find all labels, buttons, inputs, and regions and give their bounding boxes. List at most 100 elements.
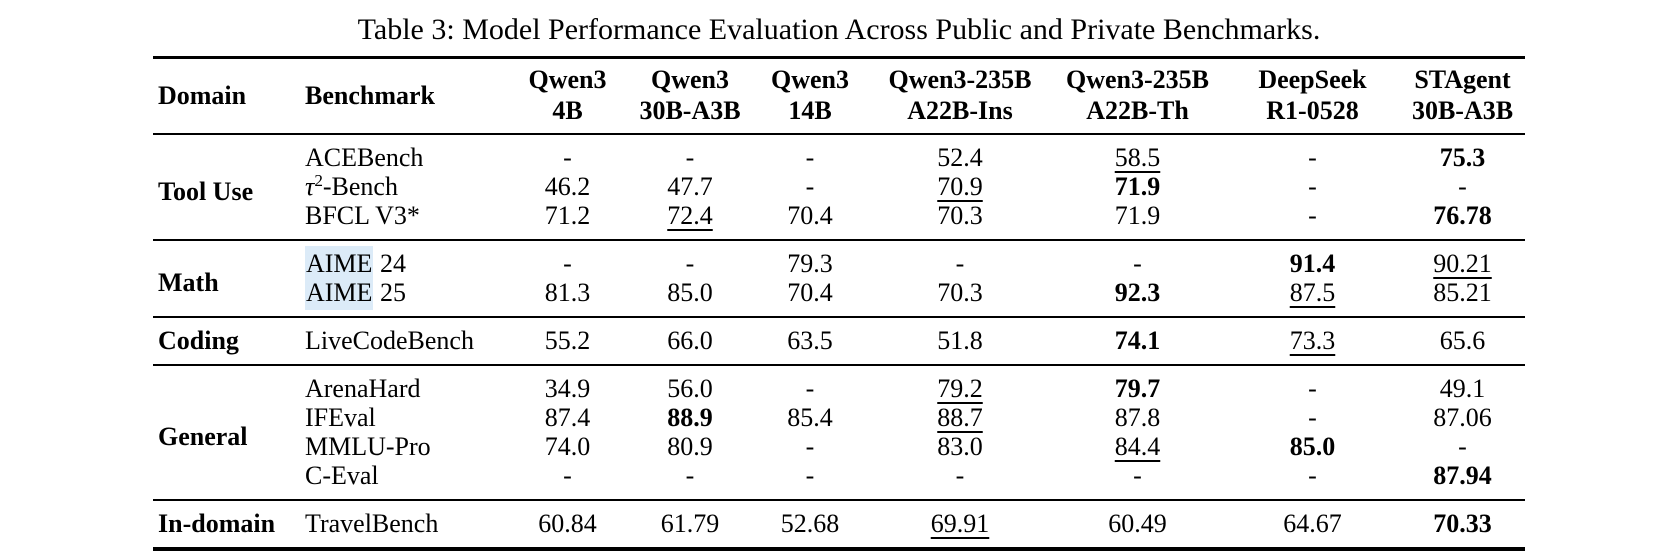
table-row: AIME 25 81.3 85.0 70.4 70.3 92.3 87.5 85.21 bbox=[153, 275, 1525, 317]
value-cell: 63.5 bbox=[750, 317, 870, 365]
value-cell: 87.4 bbox=[505, 403, 630, 432]
value-text: 88.7 bbox=[937, 403, 983, 432]
value-cell: 70.33 bbox=[1400, 500, 1525, 549]
value-cell: 74.0 bbox=[505, 432, 630, 461]
value-cell: 81.3 bbox=[505, 278, 630, 317]
value-cell: 70.4 bbox=[750, 278, 870, 317]
column-header-domain: Domain bbox=[158, 80, 247, 110]
value-cell: 90.21 bbox=[1400, 240, 1525, 278]
table-row: C-Eval - - - - - - 87.94 bbox=[153, 461, 1525, 500]
value-cell: 75.3 bbox=[1400, 134, 1525, 172]
value-cell: 85.4 bbox=[750, 403, 870, 432]
value-cell: - bbox=[750, 134, 870, 172]
value-cell: 52.4 bbox=[870, 134, 1050, 172]
table-row: MMLU-Pro 74.0 80.9 - 83.0 84.4 85.0 - bbox=[153, 432, 1525, 461]
value-cell: 70.3 bbox=[870, 278, 1050, 317]
table-row: IFEval 87.4 88.9 85.4 88.7 87.8 - 87.06 bbox=[153, 403, 1525, 432]
superscript-2: 2 bbox=[314, 171, 323, 190]
value-text: 90.21 bbox=[1433, 249, 1492, 278]
value-cell: 55.2 bbox=[505, 317, 630, 365]
value-cell: - bbox=[1050, 461, 1225, 500]
value-text: - bbox=[955, 461, 965, 490]
search-highlight: AIME bbox=[305, 275, 374, 310]
value-text: - bbox=[685, 143, 695, 172]
table-row: Coding LiveCodeBench 55.2 66.0 63.5 51.8 74.1 7… bbox=[153, 317, 1525, 365]
value-text: 64.67 bbox=[1283, 509, 1342, 538]
value-text: 85.0 bbox=[667, 278, 713, 307]
value-text: - bbox=[1133, 461, 1142, 490]
domain-cell: In-domain bbox=[158, 509, 276, 538]
value-cell: 70.9 bbox=[870, 172, 1050, 201]
value-text: 70.9 bbox=[937, 172, 983, 201]
value-cell: 87.8 bbox=[1050, 403, 1225, 432]
value-text: - bbox=[805, 461, 815, 490]
value-cell: - bbox=[1225, 365, 1400, 403]
value-text: - bbox=[955, 249, 965, 278]
value-cell: 92.3 bbox=[1050, 278, 1225, 317]
value-text: 51.8 bbox=[937, 326, 983, 355]
column-header-model: Qwen3 4B bbox=[528, 65, 607, 125]
domain-cell: Coding bbox=[158, 326, 239, 355]
value-text: 60.49 bbox=[1108, 509, 1167, 538]
value-cell: - bbox=[1400, 432, 1525, 461]
value-text: 85.21 bbox=[1433, 278, 1492, 307]
value-cell: 85.0 bbox=[630, 278, 750, 317]
value-text: - bbox=[1308, 143, 1317, 172]
value-cell: 65.6 bbox=[1400, 317, 1525, 365]
value-text: - bbox=[685, 461, 695, 490]
benchmark-cell: LiveCodeBench bbox=[305, 326, 474, 355]
value-text: 87.94 bbox=[1433, 461, 1492, 490]
table-caption: Table 3: Model Performance Evaluation Ac… bbox=[357, 13, 1321, 46]
value-cell: - bbox=[750, 461, 870, 500]
value-cell: 71.9 bbox=[1050, 201, 1225, 240]
benchmark-cell: AIME 24 bbox=[300, 240, 505, 281]
value-text: 85.0 bbox=[1289, 432, 1336, 461]
value-text: 87.5 bbox=[1289, 278, 1336, 307]
table-row: General ArenaHard 34.9 56.0 - 79.2 79.7 - 49.1 bbox=[153, 365, 1525, 451]
value-text: 70.33 bbox=[1433, 509, 1492, 538]
value-text: 56.0 bbox=[667, 374, 713, 403]
value-cell: 74.1 bbox=[1050, 317, 1225, 365]
column-header-model: DeepSeek R1-0528 bbox=[1258, 65, 1367, 125]
value-text: 47.7 bbox=[667, 172, 713, 201]
value-text: 87.8 bbox=[1114, 403, 1161, 432]
value-cell: 69.91 bbox=[870, 500, 1050, 549]
value-cell: - bbox=[1400, 172, 1525, 201]
value-cell: 85.0 bbox=[1225, 432, 1400, 461]
value-text: - bbox=[1308, 403, 1317, 432]
value-text: 92.3 bbox=[1114, 278, 1161, 307]
table-row: τ2-Bench 46.2 47.7 - 70.9 71.9 - - bbox=[153, 172, 1525, 201]
value-text: 79.7 bbox=[1114, 374, 1161, 403]
value-text: 61.79 bbox=[660, 509, 720, 538]
column-header-benchmark: Benchmark bbox=[305, 80, 435, 110]
value-text: 87.06 bbox=[1433, 403, 1492, 432]
value-cell: 52.68 bbox=[750, 500, 870, 549]
value-text: - bbox=[805, 143, 815, 172]
value-cell: 79.3 bbox=[750, 240, 870, 278]
value-cell: 87.94 bbox=[1400, 461, 1525, 500]
benchmark-cell: C-Eval bbox=[305, 461, 379, 490]
value-text: 73.3 bbox=[1289, 326, 1336, 355]
value-text: 80.9 bbox=[667, 432, 713, 461]
value-text: - bbox=[1308, 172, 1317, 201]
column-header-model: Qwen3 30B-A3B bbox=[639, 65, 741, 125]
benchmark-cell: TravelBench bbox=[305, 509, 439, 538]
value-text: - bbox=[563, 143, 572, 172]
value-cell: 34.9 bbox=[505, 365, 630, 403]
value-text: 88.9 bbox=[667, 403, 713, 432]
value-text: - bbox=[805, 172, 815, 201]
value-text: 79.2 bbox=[937, 374, 983, 403]
value-cell: - bbox=[750, 432, 870, 461]
value-cell: 66.0 bbox=[630, 317, 750, 365]
value-cell: - bbox=[630, 134, 750, 172]
value-cell: - bbox=[1225, 403, 1400, 432]
column-header-model: Qwen3 14B bbox=[771, 65, 849, 125]
value-text: 79.3 bbox=[787, 249, 833, 278]
value-text: - bbox=[1458, 432, 1467, 461]
value-cell: 72.4 bbox=[630, 201, 750, 240]
value-cell: 71.9 bbox=[1050, 172, 1225, 201]
domain-cell: Math bbox=[158, 268, 219, 297]
domain-group: Math AIME 24 - - 79.3 - - 91.4 90.21 AIME 25 81.3 8… bbox=[153, 240, 1525, 317]
value-text: - bbox=[1133, 249, 1142, 278]
column-header-model: Qwen3-235B A22B-Th bbox=[1066, 65, 1209, 125]
